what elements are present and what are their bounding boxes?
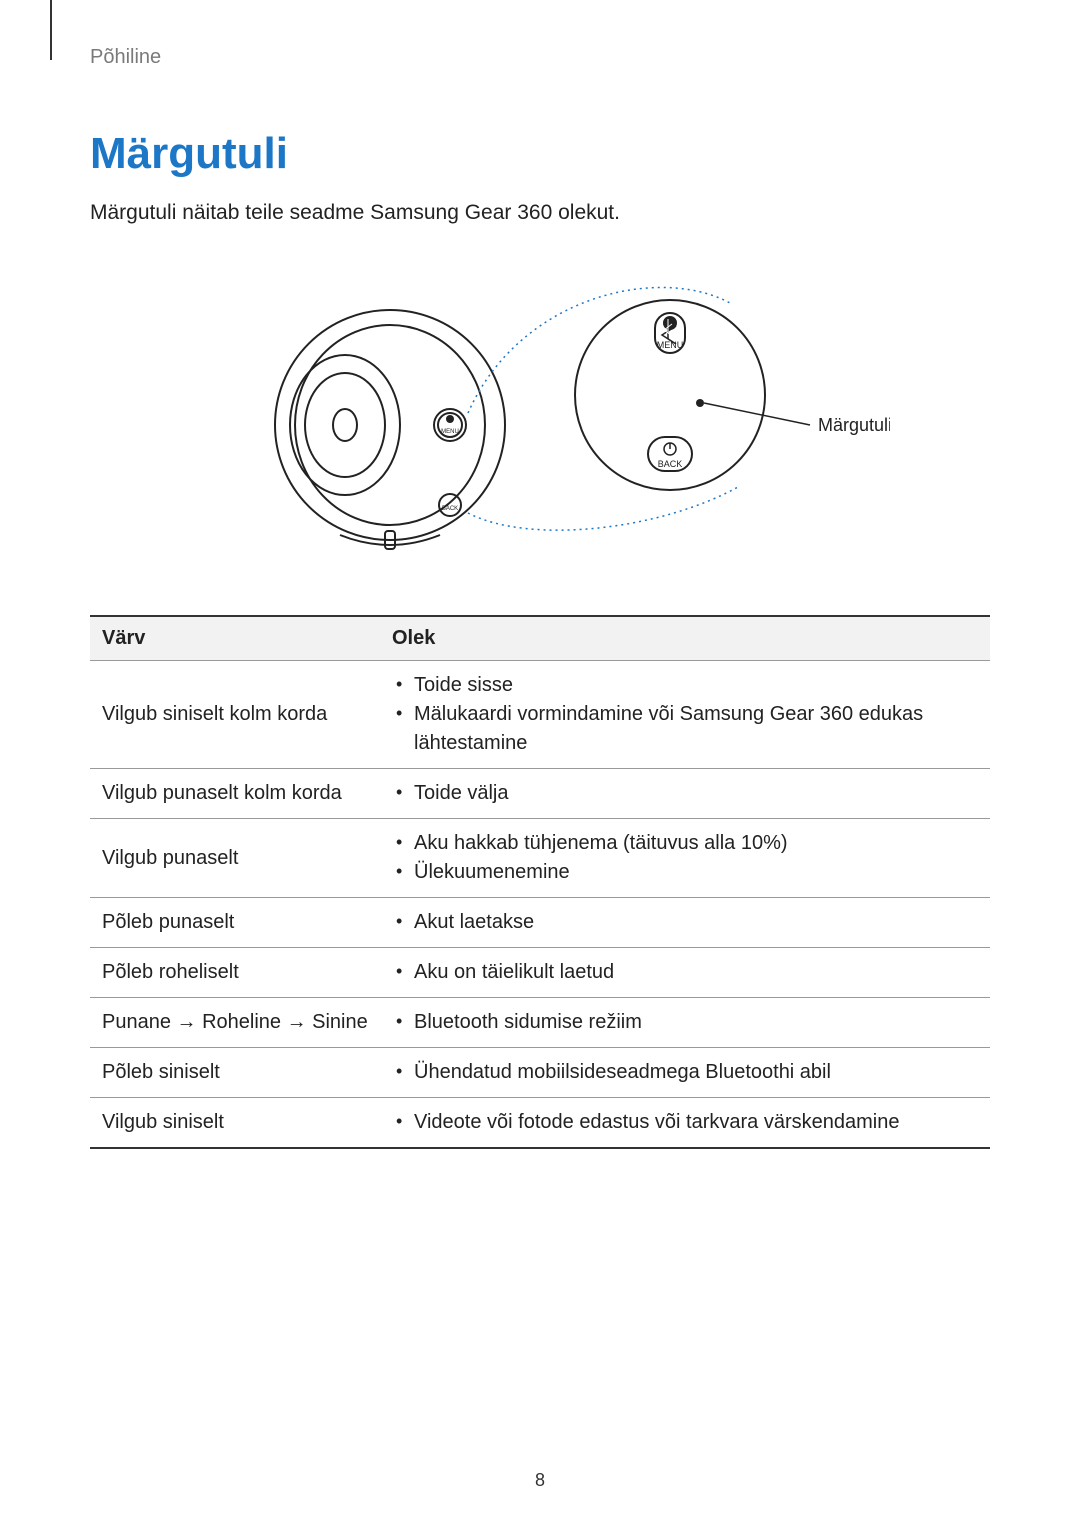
table-row: Põleb roheliselt Aku on täielikult laetud <box>90 948 990 998</box>
color-cell: Vilgub siniselt <box>90 1098 380 1149</box>
table-header-status: Olek <box>380 616 990 661</box>
table-row: Vilgub siniselt Videote või fotode edastu… <box>90 1098 990 1149</box>
table-row: Vilgub punaselt kolm korda Toide välja <box>90 769 990 819</box>
menu-small-label: MENU <box>441 429 459 435</box>
status-item: Toide sisse <box>392 671 978 700</box>
status-cell: Toide sisseMälukaardi vormindamine või S… <box>380 661 990 769</box>
status-cell: Aku on täielikult laetud <box>380 948 990 998</box>
status-cell: Bluetooth sidumise režiim <box>380 998 990 1048</box>
status-item: Ühendatud mobiilsideseadmega Bluetoothi … <box>392 1058 978 1087</box>
led-status-table: Värv Olek Vilgub siniselt kolm kordaToid… <box>90 615 990 1149</box>
status-item: Videote või fotode edastus või tarkvara … <box>392 1108 978 1137</box>
status-item: Aku hakkab tühjenema (täituvus alla 10%) <box>392 829 978 858</box>
table-row: Põleb siniselt Ühendatud mobiilsideseadme… <box>90 1048 990 1098</box>
status-list: Akut laetakse <box>392 908 978 937</box>
page-title: Märgutuli <box>90 129 990 179</box>
status-item: Aku on täielikult laetud <box>392 958 978 987</box>
section-label: Põhiline <box>90 46 990 69</box>
status-list: Aku on täielikult laetud <box>392 958 978 987</box>
table-row: Vilgub punaseltAku hakkab tühjenema (täi… <box>90 819 990 898</box>
color-cell: Vilgub punaselt <box>90 819 380 898</box>
table-row: Vilgub siniselt kolm kordaToide sisseMäl… <box>90 661 990 769</box>
magnified-view: MENU BACK <box>575 300 765 490</box>
color-cell: Põleb punaselt <box>90 898 380 948</box>
status-cell: Ühendatud mobiilsideseadmega Bluetoothi … <box>380 1048 990 1098</box>
table-row: Punane → Roheline → Sinine Bluetooth sidu… <box>90 998 990 1048</box>
status-item: Ülekuumenemine <box>392 858 978 887</box>
status-item: Akut laetakse <box>392 908 978 937</box>
color-cell: Põleb roheliselt <box>90 948 380 998</box>
intro-text: Märgutuli näitab teile seadme Samsung Ge… <box>90 201 990 225</box>
color-cell: Vilgub punaselt kolm korda <box>90 769 380 819</box>
color-cell: Punane → Roheline → Sinine <box>90 998 380 1048</box>
status-list: Videote või fotode edastus või tarkvara … <box>392 1108 978 1137</box>
status-cell: Videote või fotode edastus või tarkvara … <box>380 1098 990 1149</box>
page-number: 8 <box>0 1470 1080 1491</box>
color-cell: Põleb siniselt <box>90 1048 380 1098</box>
status-list: Toide sisseMälukaardi vormindamine või S… <box>392 671 978 758</box>
status-cell: Akut laetakse <box>380 898 990 948</box>
device-illustration: MENU BACK MENU <box>190 255 890 575</box>
status-cell: Toide välja <box>380 769 990 819</box>
table-row: Põleb punaselt Akut laetakse <box>90 898 990 948</box>
status-list: Aku hakkab tühjenema (täituvus alla 10%)… <box>392 829 978 887</box>
table-header-color: Värv <box>90 616 380 661</box>
dotted-connector-bottom <box>468 487 738 530</box>
menu-label: MENU <box>657 340 684 350</box>
back-label: BACK <box>658 459 683 469</box>
status-list: Toide välja <box>392 779 978 808</box>
status-cell: Aku hakkab tühjenema (täituvus alla 10%)… <box>380 819 990 898</box>
device-figure: MENU BACK MENU <box>90 255 990 575</box>
indicator-dot <box>696 399 704 407</box>
status-item: Bluetooth sidumise režiim <box>392 1008 978 1037</box>
color-cell: Vilgub siniselt kolm korda <box>90 661 380 769</box>
back-small-label: BACK <box>442 506 458 512</box>
callout-label: Märgutuli <box>818 415 890 435</box>
status-item: Toide välja <box>392 779 978 808</box>
status-list: Ühendatud mobiilsideseadmega Bluetoothi … <box>392 1058 978 1087</box>
status-item: Mälukaardi vormindamine või Samsung Gear… <box>392 700 978 758</box>
status-list: Bluetooth sidumise režiim <box>392 1008 978 1037</box>
side-rule <box>50 0 52 60</box>
device-body <box>275 310 505 549</box>
